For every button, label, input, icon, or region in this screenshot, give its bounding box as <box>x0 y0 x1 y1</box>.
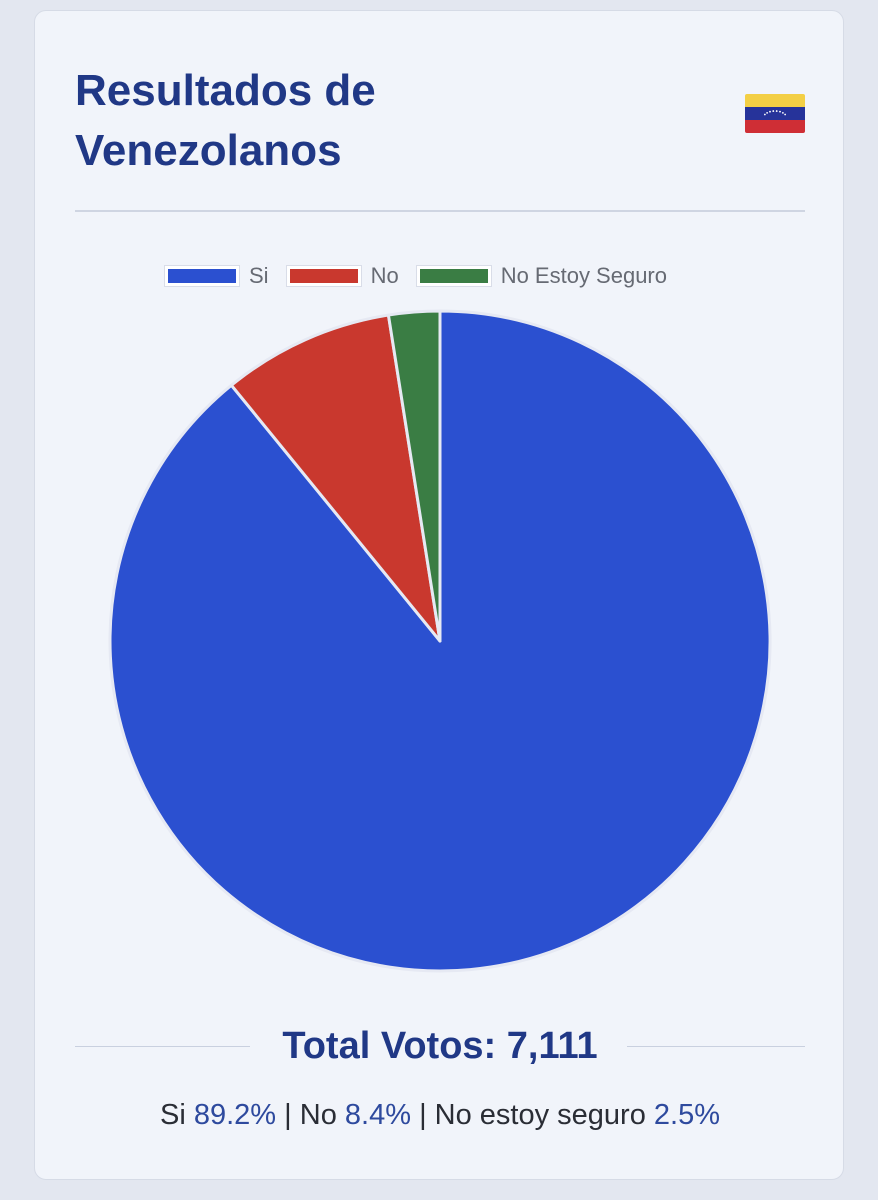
flag-star <box>763 113 766 116</box>
summary-unsure-label: No estoy seguro <box>434 1099 646 1131</box>
flag-star <box>775 110 778 112</box>
summary-si-pct: 89.2% <box>193 1099 277 1131</box>
legend-item-unsure[interactable]: No Estoy Seguro <box>415 263 667 289</box>
flag-star <box>779 110 781 113</box>
summary-no-label: No <box>299 1099 337 1131</box>
flag-star <box>766 111 768 114</box>
summary-si-label: Si <box>159 1099 186 1131</box>
total-row: Total Votos: 7,111 <box>75 1016 805 1076</box>
total-votes: Total Votos: 7,111 <box>282 1025 598 1067</box>
flag-star <box>781 111 784 114</box>
header-divider <box>75 210 805 212</box>
venezuela-flag-icon <box>745 94 805 133</box>
legend-swatch-si <box>164 265 240 287</box>
pie-slice-no[interactable] <box>229 313 442 643</box>
flag-yellow-stripe <box>745 94 805 107</box>
flag-stars-icon <box>763 110 787 116</box>
legend-label-unsure: No Estoy Seguro <box>500 263 667 288</box>
legend-swatch-no <box>285 265 362 287</box>
total-divider-left <box>75 1046 250 1047</box>
flag-blue-stripe <box>745 107 805 120</box>
pie-chart <box>108 309 772 973</box>
summary-no-pct: 8.4% <box>344 1099 411 1131</box>
summary-unsure-pct: 2.5% <box>653 1099 721 1131</box>
summary-line: Si 89.2% | No 8.4% | No estoy seguro 2.5… <box>35 1099 845 1132</box>
legend-item-no[interactable]: No <box>285 263 399 289</box>
summary-separator-2: | <box>419 1099 427 1131</box>
flag-red-stripe <box>745 120 805 133</box>
flag-star <box>772 110 775 112</box>
results-card: Resultados de Venezolanos Si No No Estoy… <box>34 10 844 1180</box>
legend-label-si: Si <box>249 263 269 288</box>
pie-slice-unsure[interactable] <box>386 309 442 643</box>
summary-separator-1: | <box>284 1099 292 1131</box>
total-divider-right <box>627 1046 805 1047</box>
flag-star <box>769 110 771 113</box>
legend-swatch-unsure <box>415 265 492 287</box>
flag-star <box>784 113 787 116</box>
legend-item-si[interactable]: Si <box>164 263 269 289</box>
chart-legend: Si No No Estoy Seguro <box>164 263 685 289</box>
legend-label-no: No <box>370 263 399 288</box>
page-title: Resultados de Venezolanos <box>75 66 376 175</box>
